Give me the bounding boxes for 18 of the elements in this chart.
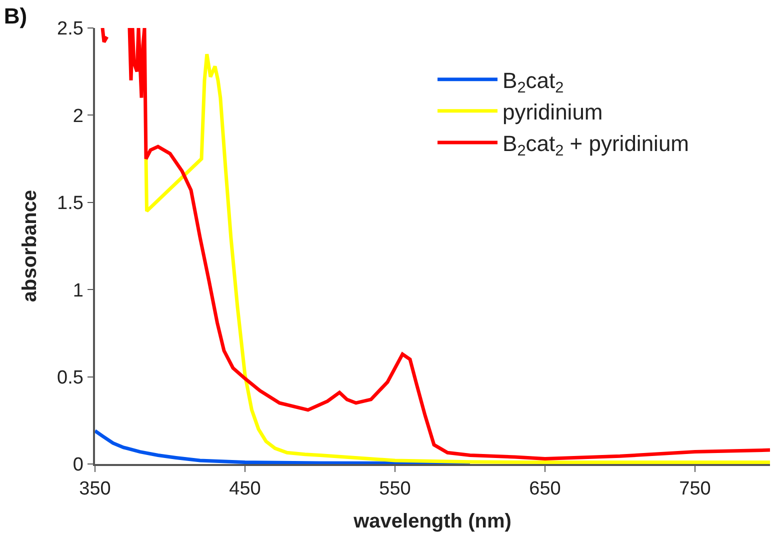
y-tick-label: 2: [72, 106, 84, 127]
x-tick-label: 750: [679, 478, 711, 500]
y-tick-label: 2.5: [57, 18, 84, 40]
line-series: [95, 429, 472, 464]
y-axis-title: absorbance: [19, 190, 42, 302]
x-tick-label: 550: [379, 478, 411, 500]
chart-title: B): [4, 3, 28, 28]
y-tick-label: 1.5: [57, 193, 84, 214]
y-tick-label: 1: [72, 280, 84, 302]
y-tick-label: 0: [72, 454, 84, 476]
x-tick-label: 650: [529, 478, 561, 500]
legend-label: B$_{2}$cat$_{2}$ + pyridinium: [502, 131, 690, 160]
x-tick-label: 450: [229, 478, 261, 500]
x-tick-label: 350: [79, 478, 111, 500]
legend-label: pyridinium: [502, 100, 603, 124]
x-axis-title: wavelength (nm): [352, 510, 512, 533]
y-tick-label: 0.5: [57, 367, 84, 388]
legend-label: B$_{2}$cat$_{2}$: [502, 68, 564, 97]
